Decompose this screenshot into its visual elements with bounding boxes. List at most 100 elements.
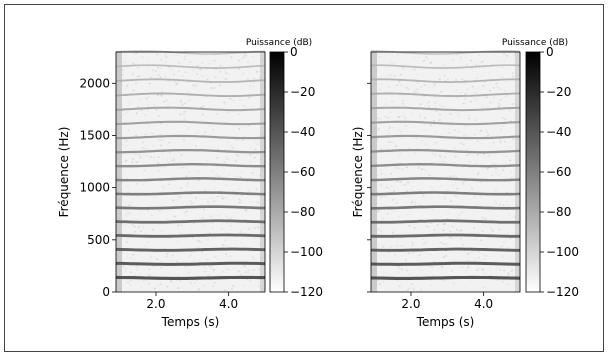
- spectrogram-noise-cell: [215, 131, 218, 134]
- spectrogram-noise-cell: [441, 265, 444, 268]
- spectrogram-noise-cell: [149, 76, 152, 79]
- spectrogram-noise-cell: [253, 77, 256, 80]
- spectrogram-noise-cell: [402, 68, 405, 70]
- spectrogram-noise-cell: [406, 169, 409, 172]
- spectrogram-noise-cell: [420, 147, 423, 149]
- spectrogram-noise-cell: [171, 254, 174, 257]
- spectrogram-noise-cell: [462, 143, 465, 146]
- spectrogram-noise-cell: [480, 142, 483, 144]
- spectrogram-noise-cell: [153, 217, 156, 219]
- spectrogram-noise-cell: [430, 124, 433, 126]
- harmonic-band: [370, 148, 521, 154]
- spectrogram-noise-cell: [448, 128, 451, 131]
- spectrogram-noise-cell: [220, 265, 223, 267]
- spectrogram-noise-cell: [412, 53, 415, 56]
- spectrogram-noise-cell: [216, 286, 219, 289]
- spectrogram-noise-cell: [217, 148, 220, 151]
- spectrogram-noise-cell: [485, 255, 488, 257]
- spectrogram-noise-cell: [504, 90, 506, 92]
- spectrogram-noise-cell: [251, 154, 254, 156]
- spectrogram-noise-cell: [236, 176, 239, 178]
- spectrogram-noise-cell: [153, 220, 156, 222]
- spectrogram-noise-cell: [208, 232, 211, 234]
- spectrogram-noise-cell: [231, 147, 234, 149]
- spectrogram-noise-cell: [187, 71, 190, 74]
- spectrogram-noise-cell: [228, 90, 231, 92]
- spectrogram-noise-cell: [389, 60, 391, 62]
- spectrogram-noise-cell: [151, 132, 153, 135]
- spectrogram-noise-cell: [508, 110, 511, 112]
- spectrogram-noise-cell: [239, 231, 242, 233]
- spectrogram-noise-cell: [178, 147, 181, 149]
- spectrogram-noise-cell: [145, 155, 148, 157]
- spectrogram-noise-cell: [509, 278, 512, 281]
- spectrogram-noise-cell: [482, 88, 485, 90]
- spectrogram-noise-cell: [186, 210, 188, 212]
- spectrogram-noise-cell: [128, 212, 131, 214]
- spectrogram-noise-cell: [224, 149, 227, 151]
- spectrogram-noise-cell: [416, 70, 418, 72]
- spectrogram-background: [371, 52, 520, 292]
- spectrogram-noise-cell: [133, 237, 136, 239]
- spectrogram-noise-cell: [173, 158, 176, 160]
- spectrogram-noise-cell: [395, 77, 398, 79]
- spectrogram-noise-cell: [387, 132, 390, 135]
- spectrogram-noise-cell: [137, 65, 140, 68]
- spectrogram-noise-cell: [433, 161, 436, 164]
- spectrogram-noise-cell: [463, 180, 466, 182]
- spectrogram-noise-cell: [137, 287, 140, 289]
- plot-frame: [115, 51, 266, 293]
- spectrogram-noise-cell: [413, 154, 416, 156]
- spectrogram-noise-cell: [449, 200, 452, 202]
- spectrogram-noise-cell: [127, 66, 130, 68]
- spectrogram-noise-cell: [211, 170, 214, 173]
- spectrogram-noise-cell: [495, 242, 498, 244]
- spectrogram-noise-cell: [249, 279, 252, 282]
- spectrogram-noise-cell: [238, 198, 241, 201]
- spectrogram-noise-cell: [422, 151, 424, 154]
- spectrogram-onset-edge: [116, 52, 122, 292]
- spectrogram-noise-cell: [447, 54, 450, 57]
- spectrogram-noise-cell: [167, 66, 170, 68]
- colorbar-tick-label: −60: [290, 165, 315, 179]
- spectrogram-noise-cell: [213, 143, 216, 145]
- spectrogram-noise-cell: [205, 75, 208, 77]
- spectrogram-noise-cell: [397, 229, 400, 231]
- spectrogram-noise-cell: [509, 238, 512, 240]
- spectrogram-noise-cell: [457, 131, 460, 133]
- spectrogram-noise-cell: [128, 101, 131, 104]
- spectrogram-noise-cell: [493, 200, 496, 202]
- spectrogram-noise-cell: [434, 82, 437, 85]
- spectrogram-noise-cell: [424, 117, 426, 119]
- spectrogram-noise-cell: [418, 254, 421, 256]
- spectrogram-noise-cell: [383, 66, 386, 68]
- spectrogram-noise-cell: [404, 117, 407, 120]
- spectrogram-noise-cell: [136, 265, 138, 267]
- spectrogram-noise-cell: [180, 187, 183, 189]
- spectrogram-noise-cell: [423, 168, 426, 171]
- spectrogram-noise-cell: [122, 77, 125, 80]
- spectrogram-noise-cell: [402, 270, 404, 273]
- spectrogram-noise-cell: [468, 153, 471, 155]
- spectrogram-noise-cell: [130, 157, 133, 160]
- spectrogram-noise-cell: [183, 102, 186, 105]
- spectrogram-noise-cell: [229, 98, 232, 100]
- spectrogram-noise-cell: [416, 76, 419, 78]
- spectrogram-noise-cell: [459, 132, 462, 134]
- spectrogram-noise-cell: [253, 156, 256, 159]
- spectrogram-noise-cell: [459, 237, 462, 240]
- spectrogram-noise-cell: [399, 247, 402, 249]
- spectrogram-noise-cell: [460, 148, 462, 151]
- spectrogram-noise-cell: [475, 257, 478, 259]
- spectrogram-noise-cell: [185, 175, 188, 178]
- spectrogram-noise-cell: [453, 84, 456, 86]
- spectrogram-noise-cell: [513, 174, 516, 177]
- spectrogram-noise-cell: [125, 92, 128, 94]
- spectrogram-noise-cell: [390, 140, 393, 143]
- spectrogram-noise-cell: [386, 274, 389, 277]
- spectrogram-noise-cell: [402, 111, 405, 114]
- spectrogram-noise-cell: [132, 62, 135, 65]
- spectrogram-noise-cell: [451, 59, 454, 61]
- spectrogram-noise-cell: [187, 91, 190, 93]
- spectrogram-noise-cell: [443, 280, 446, 282]
